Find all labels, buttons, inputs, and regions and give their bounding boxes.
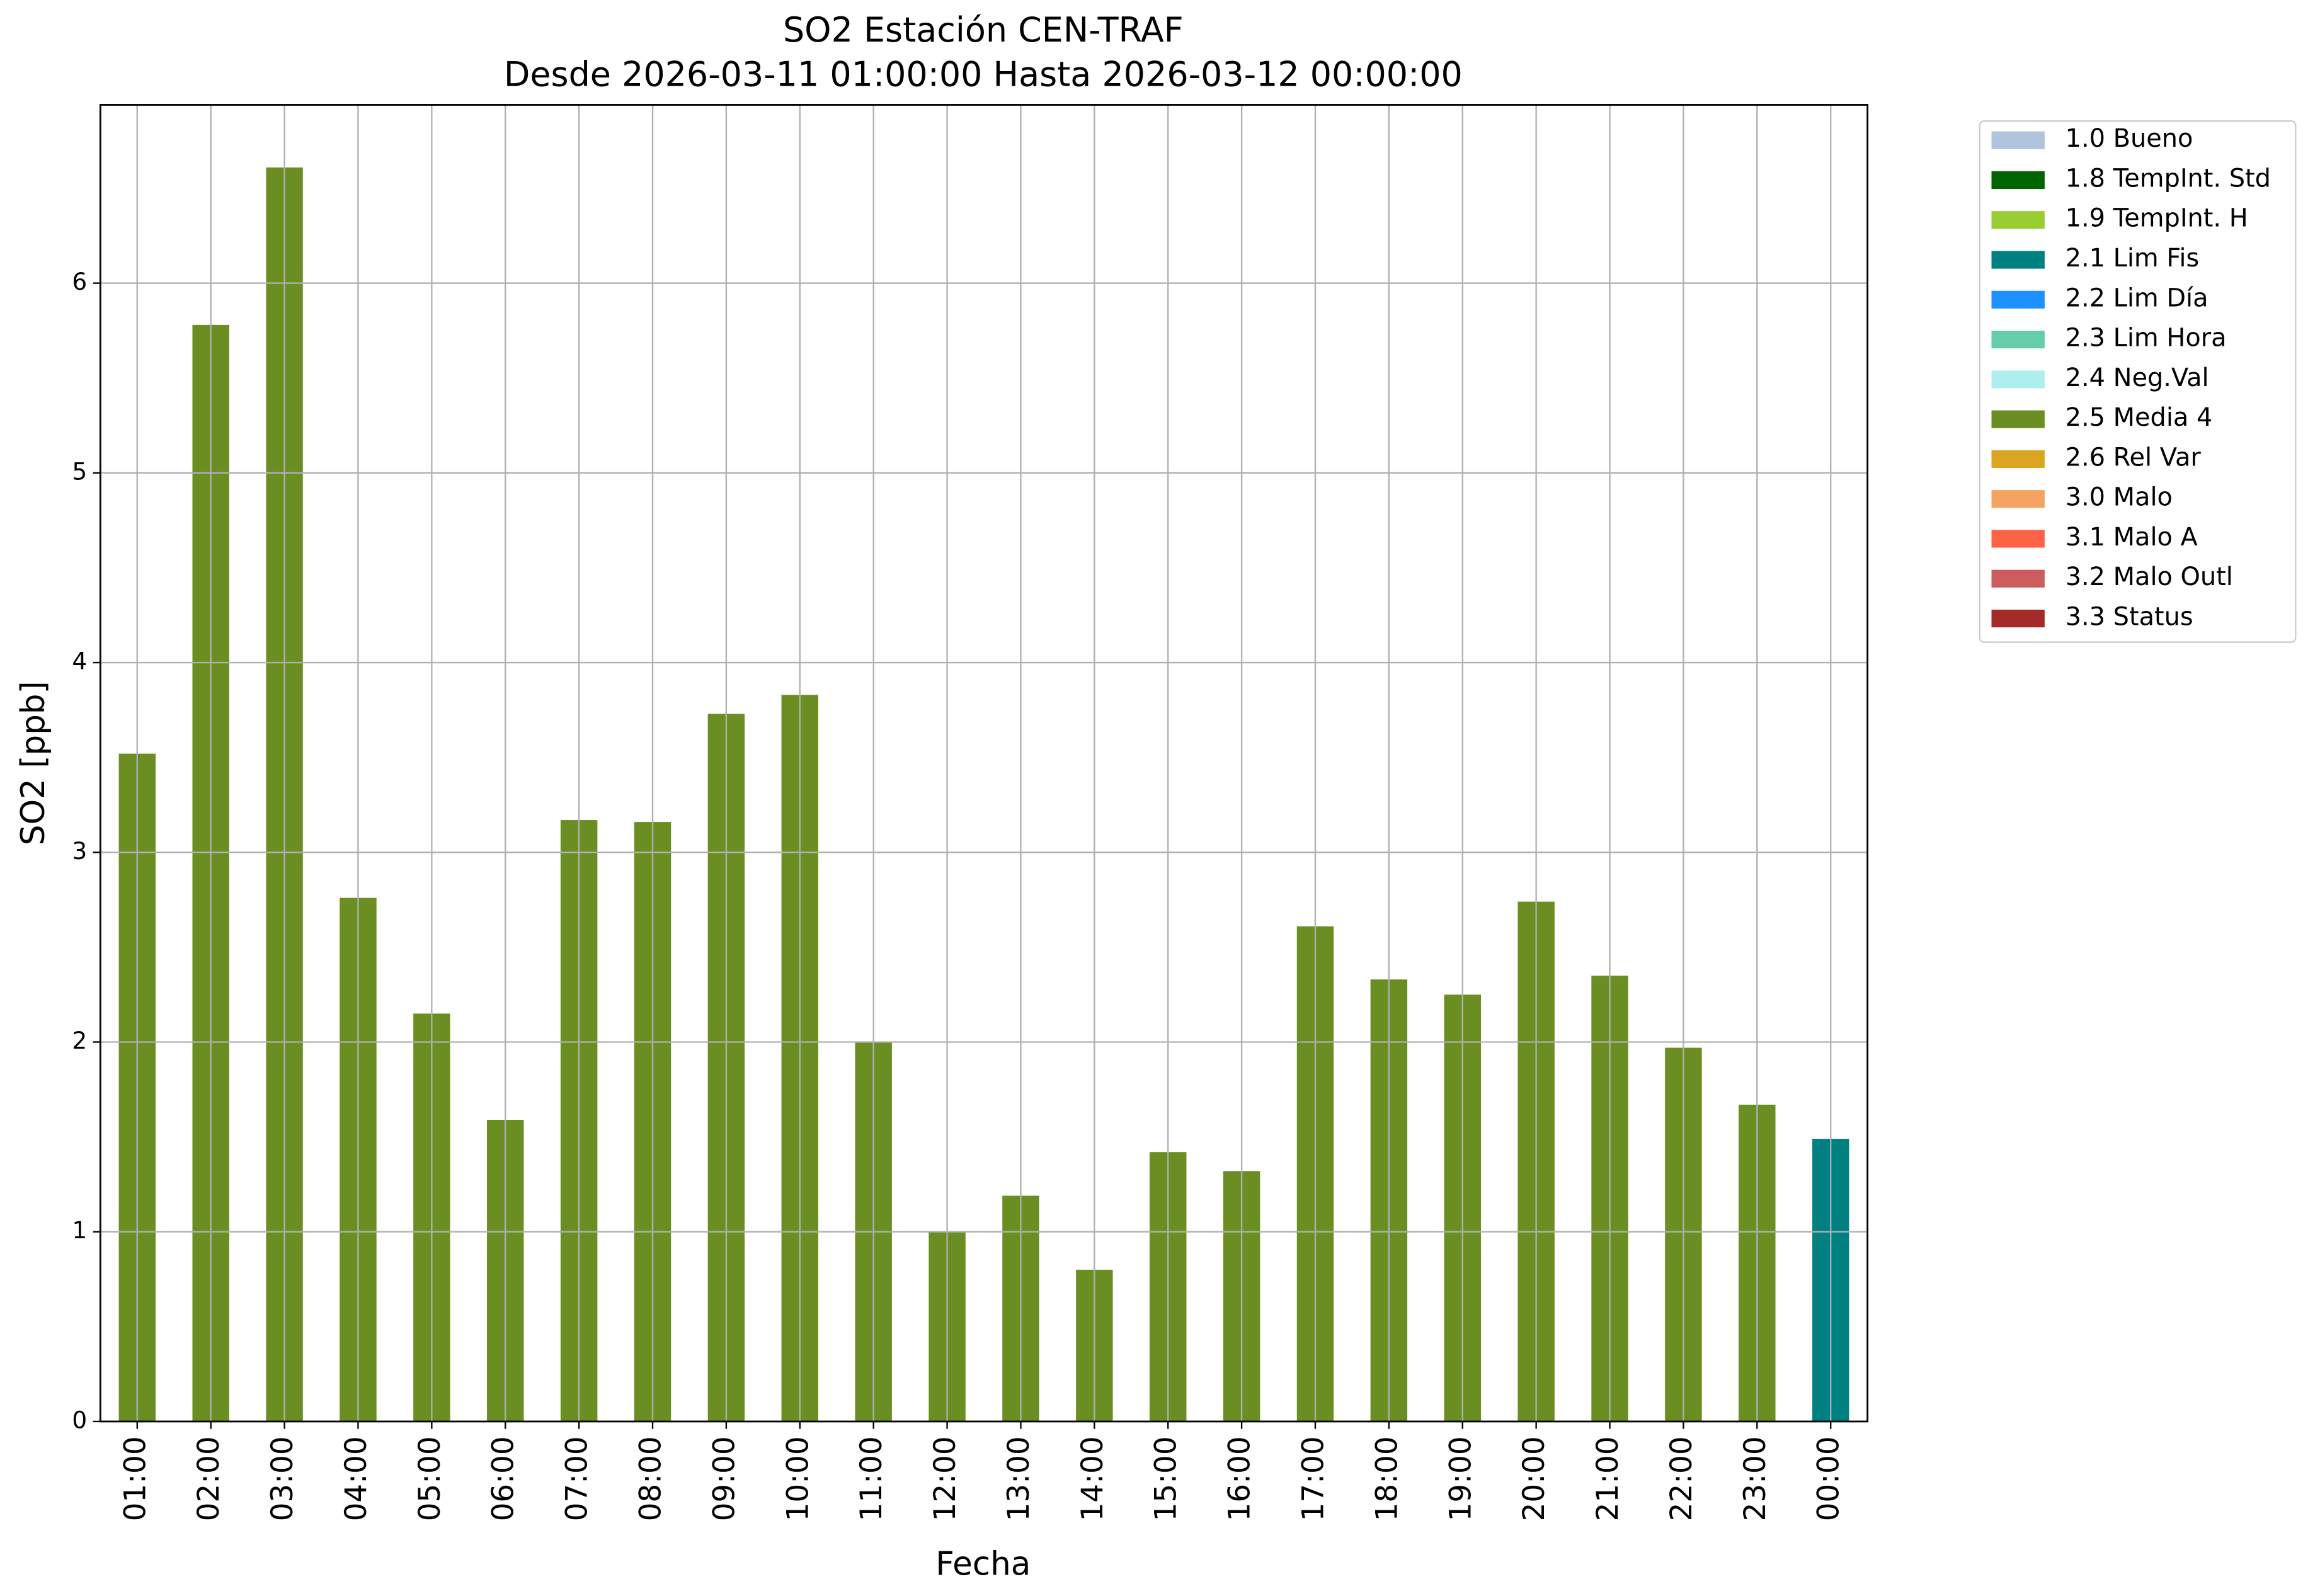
y-tick-label: 2 (72, 1027, 87, 1054)
x-tick-label: 10:00 (780, 1436, 815, 1521)
plot-frame (99, 104, 1869, 1423)
x-tick-label: 13:00 (1002, 1436, 1036, 1521)
x-tick-label: 19:00 (1443, 1436, 1478, 1521)
legend-swatch (1991, 490, 2045, 508)
legend-swatch (1991, 609, 2045, 628)
x-tick-label: 02:00 (191, 1436, 226, 1521)
legend-label: 2.1 Lim Fis (2066, 244, 2200, 273)
legend-swatch (1991, 370, 2045, 389)
legend-swatch (1991, 251, 2045, 269)
legend-label: 2.3 Lim Hora (2066, 324, 2227, 353)
x-tick-label: 11:00 (854, 1436, 889, 1521)
legend-label: 2.6 Rel Var (2066, 443, 2202, 472)
x-tick-label: 18:00 (1369, 1436, 1404, 1521)
legend-label: 2.5 Media 4 (2066, 403, 2213, 432)
legend-label: 1.9 TempInt. H (2066, 204, 2248, 233)
x-tick-label: 08:00 (634, 1436, 668, 1521)
legend-label: 3.1 Malo A (2066, 523, 2198, 552)
y-tick-label: 1 (72, 1216, 87, 1244)
x-tick-label: 22:00 (1664, 1436, 1699, 1521)
legend-swatch (1991, 290, 2045, 309)
x-tick-label: 15:00 (1149, 1436, 1184, 1521)
x-tick-label: 20:00 (1517, 1436, 1552, 1521)
legend-swatch (1991, 410, 2045, 428)
legend-label: 3.2 Malo Outl (2066, 562, 2233, 591)
x-tick-label: 07:00 (560, 1436, 595, 1521)
legend-swatch (1991, 211, 2045, 229)
legend-swatch (1991, 331, 2045, 349)
legend-swatch (1991, 131, 2045, 149)
y-tick-label: 6 (72, 268, 87, 295)
x-tick-label: 14:00 (1075, 1436, 1110, 1521)
legend-box (1979, 120, 2297, 643)
x-tick-label: 23:00 (1738, 1436, 1773, 1521)
x-tick-label: 17:00 (1296, 1436, 1330, 1521)
y-axis-label: SO2 [ppb] (14, 681, 52, 845)
x-tick-label: 04:00 (339, 1436, 374, 1521)
x-axis-label: Fecha (935, 1546, 1031, 1583)
legend-swatch (1991, 450, 2045, 468)
legend-label: 3.3 Status (2066, 603, 2193, 632)
x-tick-label: 00:00 (1812, 1436, 1846, 1521)
x-tick-label: 03:00 (265, 1436, 300, 1521)
legend-label: 2.4 Neg.Val (2066, 363, 2209, 392)
chart-title: SO2 Estación CEN-TRAF (783, 10, 1184, 50)
legend-label: 1.0 Bueno (2066, 124, 2193, 153)
x-tick-label: 09:00 (707, 1436, 741, 1521)
legend-label: 3.0 Malo (2066, 483, 2173, 512)
y-tick-label: 3 (72, 837, 87, 865)
legend-swatch (1991, 171, 2045, 190)
y-tick-label: 4 (72, 647, 87, 675)
x-tick-label: 21:00 (1591, 1436, 1625, 1521)
y-tick-label: 0 (72, 1406, 87, 1434)
x-tick-label: 12:00 (928, 1436, 963, 1521)
legend-swatch (1991, 530, 2045, 548)
legend-label: 2.2 Lim Día (2066, 283, 2209, 312)
legend-swatch (1991, 569, 2045, 588)
x-tick-label: 05:00 (413, 1436, 447, 1521)
x-tick-label: 16:00 (1223, 1436, 1257, 1521)
legend-label: 1.8 TempInt. Std (2066, 164, 2271, 193)
y-tick-label: 5 (72, 457, 87, 485)
x-tick-label: 06:00 (486, 1436, 521, 1521)
x-tick-label: 01:00 (118, 1436, 152, 1521)
chart-subtitle: Desde 2026-03-11 01:00:00 Hasta 2026-03-… (504, 55, 1463, 94)
